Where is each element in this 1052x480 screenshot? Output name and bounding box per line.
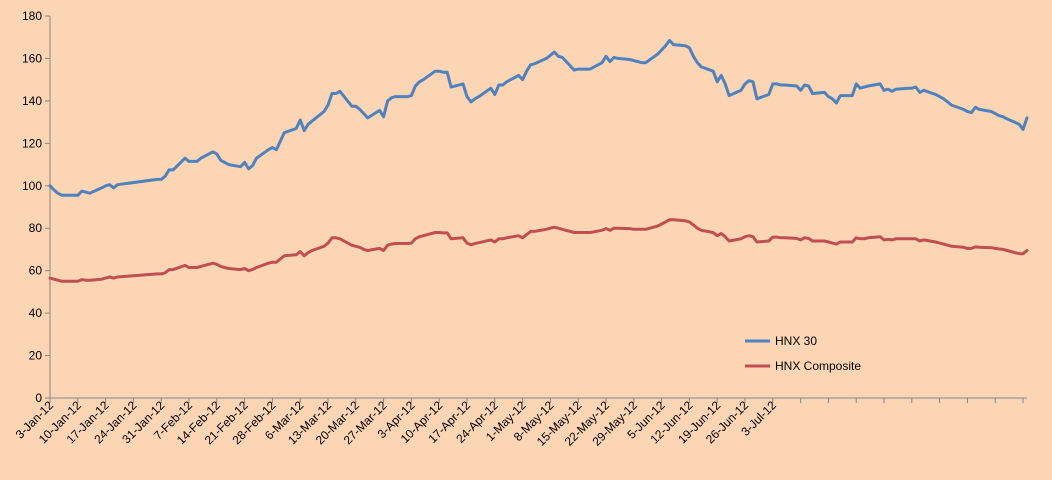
legend-label-hnx-composite: HNX Composite xyxy=(775,359,861,373)
y-tick-label: 80 xyxy=(29,221,43,235)
y-tick-label: 140 xyxy=(22,94,42,108)
y-tick-label: 20 xyxy=(29,349,43,363)
y-tick-label: 120 xyxy=(22,136,42,150)
y-tick-label: 100 xyxy=(22,179,42,193)
legend: HNX 30 HNX Composite xyxy=(745,334,861,373)
series-line-hnx-composite xyxy=(48,218,1029,283)
legend-label-hnx-30: HNX 30 xyxy=(775,334,817,348)
y-tick-label: 160 xyxy=(22,51,42,65)
series-layer xyxy=(48,38,1029,283)
y-tick-label: 60 xyxy=(29,264,43,278)
y-tick-label: 180 xyxy=(22,9,42,23)
y-tick-label: 0 xyxy=(35,391,42,405)
y-tick-label: 40 xyxy=(29,306,43,320)
series-line-hnx-30 xyxy=(48,38,1029,197)
